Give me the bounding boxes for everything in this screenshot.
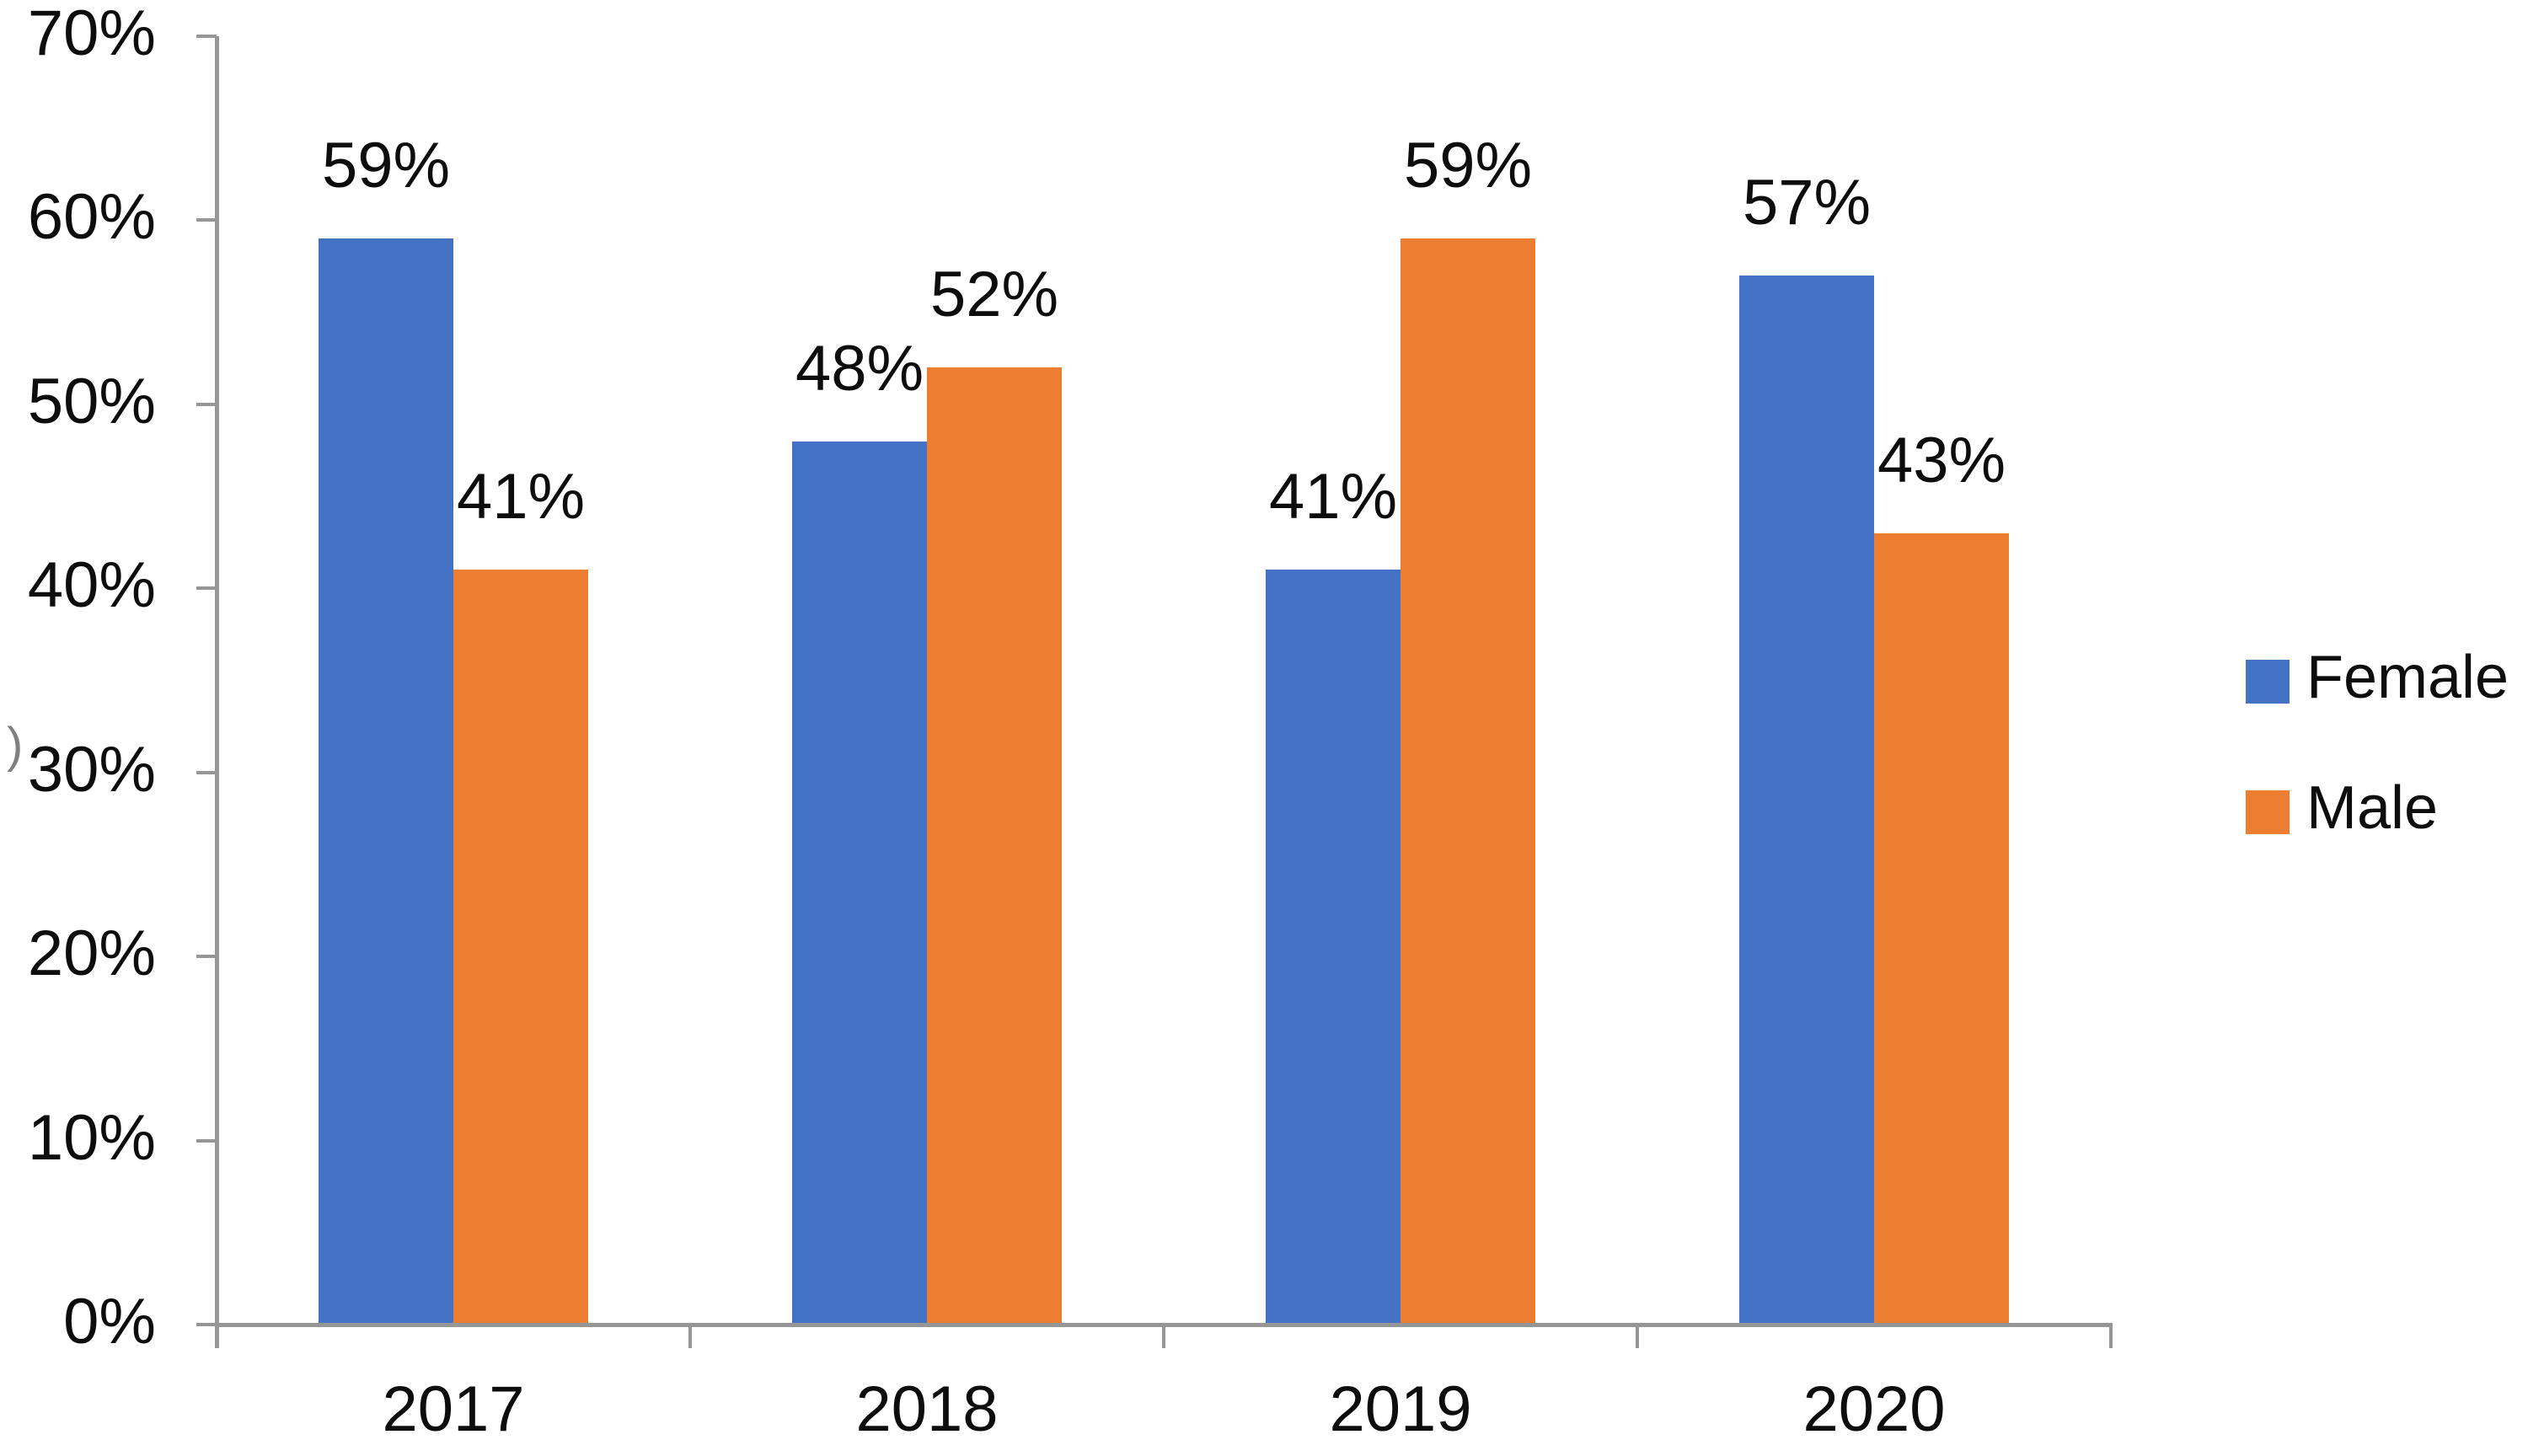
bar-male-2020 bbox=[1874, 533, 2009, 1325]
bar-value-label: 52% bbox=[929, 259, 1059, 331]
bar-value-label: 59% bbox=[1403, 130, 1533, 202]
x-axis-tick bbox=[2109, 1325, 2113, 1348]
legend-label-male: Male bbox=[2306, 774, 2439, 842]
y-axis-tick-label: 60% bbox=[27, 181, 156, 254]
y-axis-tick bbox=[196, 35, 217, 38]
legend-label-female: Female bbox=[2306, 644, 2509, 711]
bar-value-label: 48% bbox=[795, 332, 924, 404]
cropped-axis-title-fragment: ) bbox=[7, 718, 24, 773]
bar-female-2018 bbox=[792, 441, 927, 1325]
y-axis-tick-label: 10% bbox=[27, 1101, 156, 1174]
y-axis-tick bbox=[196, 955, 217, 959]
legend-swatch-male bbox=[2246, 790, 2290, 834]
bar-female-2020 bbox=[1739, 275, 1874, 1325]
bar-male-2018 bbox=[927, 367, 1062, 1325]
bar-value-label: 41% bbox=[1268, 461, 1398, 533]
y-axis-tick bbox=[196, 1323, 217, 1326]
bar-female-2017 bbox=[319, 238, 453, 1325]
x-axis-tick bbox=[688, 1325, 692, 1348]
y-axis-tick-label: 40% bbox=[27, 549, 156, 622]
y-axis-tick-label: 20% bbox=[27, 918, 156, 990]
y-axis-tick-label: 50% bbox=[27, 365, 156, 437]
x-axis-tick bbox=[1162, 1325, 1165, 1348]
y-axis-line bbox=[215, 36, 219, 1348]
y-axis-tick bbox=[196, 770, 217, 774]
bar-value-label: 41% bbox=[456, 461, 586, 533]
y-axis-tick bbox=[196, 402, 217, 406]
y-axis-tick-label: 70% bbox=[27, 0, 156, 69]
bar-value-label: 57% bbox=[1742, 166, 1872, 238]
x-axis-category-label: 2018 bbox=[855, 1373, 999, 1445]
y-axis-tick bbox=[196, 218, 217, 222]
x-axis-category-label: 2020 bbox=[1802, 1373, 1946, 1445]
bar-male-2017 bbox=[453, 570, 588, 1325]
x-axis-tick bbox=[1636, 1325, 1639, 1348]
x-axis-category-label: 2019 bbox=[1329, 1373, 1472, 1445]
bar-female-2019 bbox=[1266, 570, 1401, 1325]
bar-male-2019 bbox=[1401, 238, 1535, 1325]
y-axis-tick bbox=[196, 1138, 217, 1143]
bar-value-label: 59% bbox=[321, 130, 451, 202]
y-axis-tick-label: 30% bbox=[27, 733, 156, 806]
y-axis-tick bbox=[196, 586, 217, 591]
y-axis-tick-label: 0% bbox=[63, 1286, 156, 1357]
legend-swatch-female bbox=[2246, 660, 2290, 704]
bar-value-label: 43% bbox=[1877, 424, 2006, 496]
x-axis-category-label: 2017 bbox=[382, 1373, 525, 1445]
